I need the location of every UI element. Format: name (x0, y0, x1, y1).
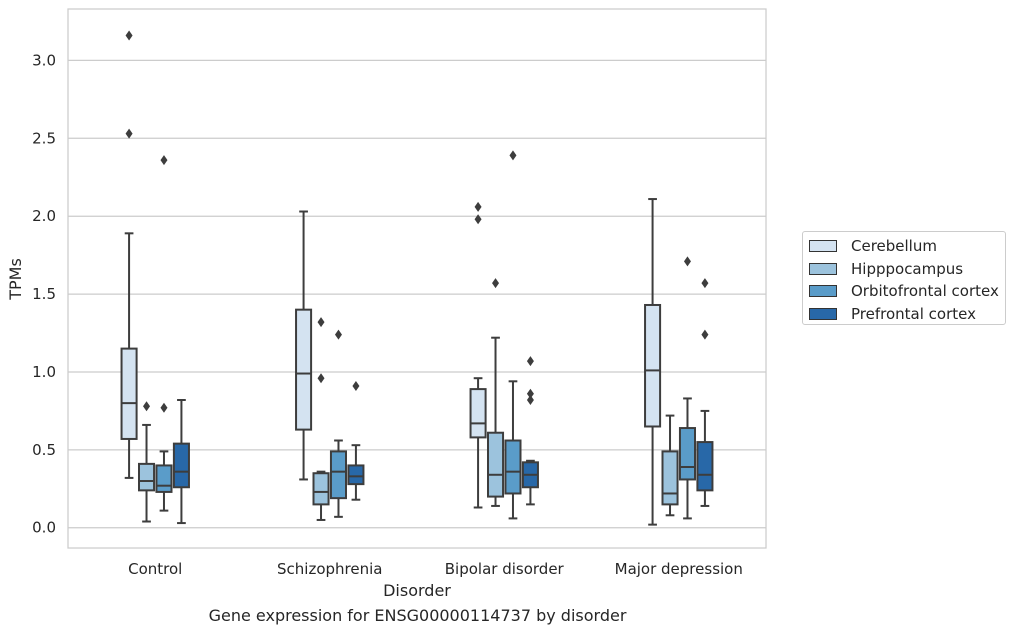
outlier-point (526, 388, 534, 399)
x-tick-label: Control (128, 560, 182, 578)
plot-frame (67, 8, 767, 549)
outlier-point (509, 150, 517, 161)
outlier-point (683, 256, 691, 267)
outlier-point (125, 30, 133, 41)
iqr-box (347, 464, 365, 486)
iqr-box (644, 303, 662, 428)
outlier-point (492, 278, 500, 289)
legend-item: Orbitofrontal cortex (809, 280, 1005, 303)
iqr-box (155, 464, 173, 493)
iqr-box (329, 450, 348, 500)
y-tick-label: 1.0 (32, 363, 56, 381)
outlier-point (160, 402, 168, 413)
box-plots (120, 30, 714, 526)
legend: Cerebellum Hipppocampus Orbitofrontal cort… (802, 231, 1006, 325)
outlier-point (526, 356, 534, 367)
x-tick-label: Major depression (615, 560, 743, 578)
box-cerebellum-schizophrenia (295, 210, 313, 481)
legend-label: Prefrontal cortex (851, 304, 976, 323)
box-cerebellum-bipolar-disorder (469, 201, 487, 509)
y-tick-label: 0.5 (32, 441, 56, 459)
outlier-point (352, 380, 360, 391)
iqr-box (138, 462, 156, 492)
outlier-point (701, 278, 709, 289)
iqr-box (661, 450, 679, 506)
legend-item: Hipppocampus (809, 258, 1005, 281)
iqr-box (312, 472, 330, 506)
x-tick-label: Bipolar disorder (445, 560, 565, 578)
box-hipppocampus-major-depression (661, 414, 679, 517)
y-tick-label: 2.5 (32, 129, 56, 147)
legend-label: Cerebellum (851, 237, 937, 256)
iqr-box (172, 442, 190, 489)
gridlines (68, 59, 766, 529)
chart-caption: Gene expression for ENSG00000114737 by d… (208, 606, 627, 625)
x-tick-label: Schizophrenia (277, 560, 382, 578)
outlier-point (474, 214, 482, 225)
box-orbitofrontal-cortex-control (155, 155, 173, 512)
box-orbitofrontal-cortex-major-depression (678, 256, 697, 520)
box-cerebellum-control (120, 30, 138, 479)
box-prefrontal-cortex-major-depression (696, 278, 714, 507)
box-prefrontal-cortex-bipolar-disorder (521, 356, 539, 506)
box-prefrontal-cortex-control (172, 399, 190, 525)
outlier-point (317, 317, 325, 328)
box-orbitofrontal-cortex-bipolar-disorder (504, 150, 522, 520)
iqr-box (469, 388, 487, 439)
box-orbitofrontal-cortex-schizophrenia (329, 329, 348, 518)
x-tick-labels: Control Schizophrenia Bipolar disorder Majo… (128, 560, 743, 578)
box-prefrontal-cortex-schizophrenia (347, 380, 365, 501)
iqr-box (504, 439, 522, 495)
iqr-box (678, 427, 697, 481)
box-hipppocampus-bipolar-disorder (487, 278, 505, 507)
legend-swatch (809, 285, 837, 298)
box-cerebellum-major-depression (644, 198, 662, 526)
outlier-point (317, 373, 325, 384)
box-hipppocampus-control (138, 401, 156, 523)
y-tick-label: 2.0 (32, 207, 56, 225)
x-axis-label: Disorder (383, 581, 451, 600)
outlier-point (160, 155, 168, 166)
y-tick-label: 3.0 (32, 51, 56, 69)
legend-label: Hipppocampus (851, 259, 964, 278)
outlier-point (474, 201, 482, 212)
box-hipppocampus-schizophrenia (312, 317, 330, 521)
iqr-box (696, 441, 714, 492)
legend-label: Orbitofrontal cortex (851, 282, 999, 301)
iqr-box (487, 431, 505, 498)
outlier-point (125, 128, 133, 139)
legend-item: Cerebellum (809, 235, 1005, 258)
iqr-box (120, 347, 138, 440)
y-axis-label: TPMs (6, 258, 25, 301)
legend-swatch (809, 307, 837, 320)
outlier-point (143, 401, 151, 412)
legend-item: Prefrontal cortex (809, 303, 1005, 326)
y-tick-label: 1.5 (32, 285, 56, 303)
iqr-box (295, 308, 313, 431)
outlier-point (701, 329, 709, 340)
y-tick-labels: 0.0 0.5 1.0 1.5 2.0 2.5 3.0 (32, 51, 56, 536)
legend-swatch (809, 262, 837, 275)
outlier-point (526, 395, 534, 406)
legend-swatch (809, 240, 837, 253)
y-tick-label: 0.0 (32, 519, 56, 537)
outlier-point (334, 329, 342, 340)
